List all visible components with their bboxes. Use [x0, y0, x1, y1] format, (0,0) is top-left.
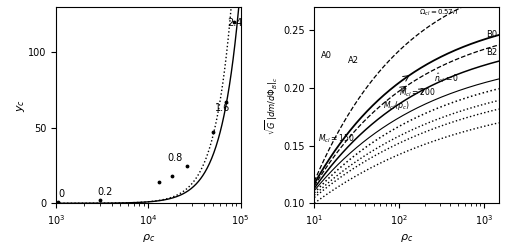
Text: 0.8: 0.8: [167, 152, 182, 163]
Text: 0: 0: [58, 189, 64, 199]
Text: 1.6: 1.6: [215, 103, 230, 113]
Y-axis label: $\sqrt{G}\,|dm/d\Phi_B|_c$: $\sqrt{G}\,|dm/d\Phi_B|_c$: [264, 76, 280, 135]
Text: $M_{cl}=200$: $M_{cl}=200$: [399, 86, 436, 99]
X-axis label: $\rho_c$: $\rho_c$: [400, 232, 413, 242]
Text: B0: B0: [486, 30, 497, 39]
X-axis label: $\rho_c$: $\rho_c$: [142, 232, 155, 242]
Text: A0: A0: [321, 51, 332, 60]
Text: $M_{cl}=150$: $M_{cl}=150$: [318, 132, 354, 144]
Text: 0.2: 0.2: [97, 187, 112, 197]
Text: A2: A2: [348, 56, 359, 65]
Text: $\hat{n}_{cl}=0$: $\hat{n}_{cl}=0$: [434, 71, 460, 85]
Y-axis label: $y_c$: $y_c$: [14, 99, 26, 112]
Text: 2.4: 2.4: [227, 18, 242, 28]
Text: $M_{cl}(\rho_c)$: $M_{cl}(\rho_c)$: [383, 98, 410, 112]
Text: $\Omega_{cl}=0.57n$: $\Omega_{cl}=0.57n$: [418, 8, 458, 18]
Text: B2: B2: [486, 47, 497, 57]
